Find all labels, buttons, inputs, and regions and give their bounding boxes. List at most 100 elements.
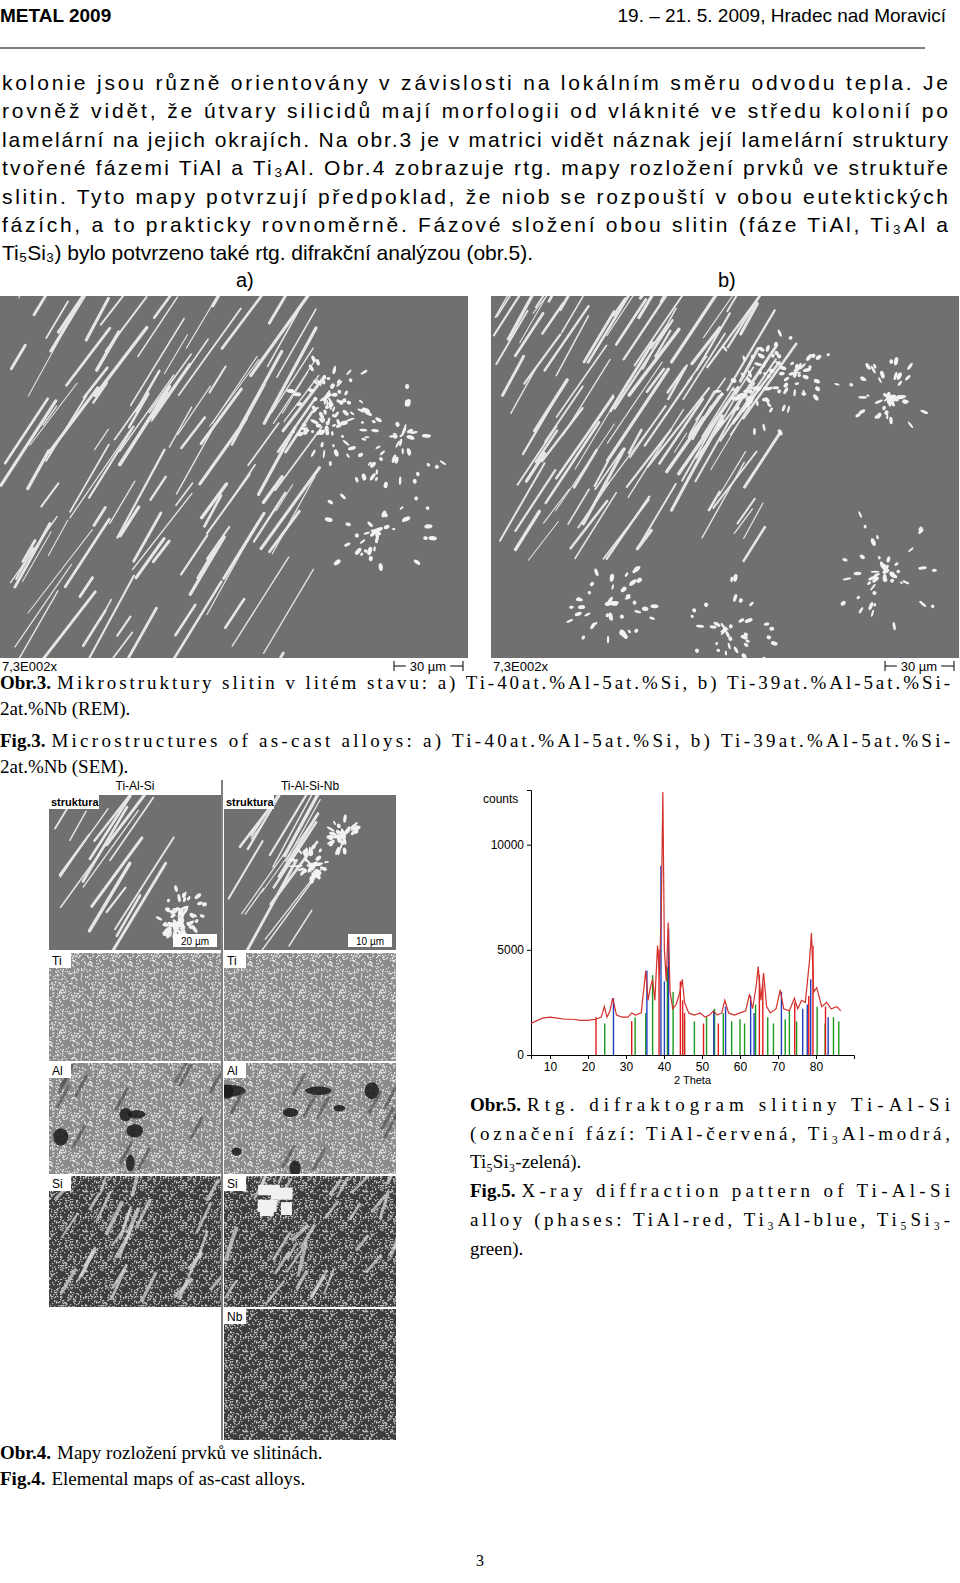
silicide <box>842 577 851 581</box>
silicide <box>871 571 880 573</box>
micrograph <box>491 296 959 658</box>
lamella <box>672 416 723 510</box>
lamella <box>120 387 169 465</box>
caption-text: 2at.%Nb (REM). <box>0 698 130 720</box>
lamella <box>28 530 92 613</box>
si-streak <box>225 1281 237 1299</box>
tick-mark <box>527 950 531 951</box>
lamella <box>94 508 105 526</box>
plot-area <box>531 792 841 1055</box>
silicide <box>316 862 323 865</box>
al-depleted <box>53 1128 68 1145</box>
lamella <box>178 386 211 435</box>
silicide <box>406 448 412 456</box>
tick: 0 <box>517 1048 531 1062</box>
silicide <box>371 429 379 433</box>
silicide <box>369 461 377 469</box>
lamella <box>84 368 107 398</box>
body-line: fázích, a to prakticky rovnoměrně. Fázov… <box>2 213 948 236</box>
caption-text: Mikrostruktury slitin v litém stavu: a) … <box>57 672 950 694</box>
silicide <box>357 408 364 413</box>
tick-mark <box>664 1055 665 1059</box>
silicide <box>194 918 199 923</box>
silicide <box>326 826 335 833</box>
lamella <box>704 296 760 338</box>
silicide <box>720 622 727 631</box>
lamella <box>28 451 49 489</box>
silicide <box>762 423 766 431</box>
silicide <box>775 361 783 367</box>
lamella <box>627 430 671 487</box>
silicide <box>908 547 914 553</box>
phase-peak <box>713 1011 714 1055</box>
silicide <box>859 376 865 381</box>
element-map <box>224 1176 396 1307</box>
lamella <box>524 334 560 383</box>
silicide <box>834 382 840 386</box>
silicide <box>331 840 336 845</box>
lamella <box>169 407 191 447</box>
silicide <box>311 845 316 849</box>
silicide <box>576 598 583 602</box>
silicide <box>326 391 332 397</box>
silicide <box>189 920 195 923</box>
silicide <box>763 372 766 375</box>
silicide <box>357 452 364 458</box>
phase-peak <box>595 1017 596 1055</box>
silicide <box>332 406 336 412</box>
silicide <box>906 362 913 371</box>
lamella <box>138 297 178 357</box>
silicide <box>399 476 402 485</box>
lamella <box>543 489 569 523</box>
silicide <box>769 627 774 631</box>
silicide <box>155 916 162 921</box>
lamella <box>149 354 191 412</box>
silicide <box>619 614 625 620</box>
silicide <box>858 511 863 518</box>
phase-peak <box>794 1002 795 1055</box>
lamella <box>109 632 132 658</box>
silicide <box>716 648 721 652</box>
body-line: Ti₅Si₃) bylo potvrzeno také rtg. difrakč… <box>2 241 533 264</box>
lamella <box>719 451 745 495</box>
si-particle <box>260 1205 274 1216</box>
tick: 80 <box>810 1055 824 1074</box>
lamella <box>277 309 316 377</box>
lamella <box>568 489 589 524</box>
silicide <box>770 640 778 646</box>
lamella <box>263 477 282 503</box>
silicide <box>167 927 172 932</box>
si-streak <box>366 1255 381 1273</box>
silicide <box>330 831 335 835</box>
silicide <box>866 581 871 586</box>
silicide <box>343 814 347 823</box>
lamella <box>95 327 147 395</box>
silicide <box>776 388 782 394</box>
micrograph-background <box>491 296 959 658</box>
si-streak <box>136 1199 150 1228</box>
silicide <box>426 462 431 467</box>
lamella <box>560 296 601 310</box>
diffraction-pattern <box>531 792 841 1023</box>
element-map <box>224 1309 396 1440</box>
map-noise <box>224 1309 396 1440</box>
silicide <box>327 377 331 380</box>
tick: 60 <box>734 1055 748 1074</box>
label-background <box>173 934 217 947</box>
si-streak <box>81 1251 94 1277</box>
silicide <box>360 552 364 557</box>
phase-peak <box>807 1005 808 1055</box>
lamella <box>48 520 67 555</box>
body-line: rovněž vidět, že útvary silicidů mají mo… <box>2 99 948 122</box>
silicide <box>310 418 320 425</box>
silicide <box>310 449 316 457</box>
lamella <box>515 511 539 549</box>
silicide <box>428 536 437 541</box>
phase-peak <box>838 1021 839 1055</box>
lamella <box>197 549 215 578</box>
lamella <box>212 356 257 423</box>
tick: 50 <box>696 1055 710 1074</box>
silicide <box>379 450 385 456</box>
phase-peak <box>810 979 811 1055</box>
silicide <box>893 371 898 380</box>
